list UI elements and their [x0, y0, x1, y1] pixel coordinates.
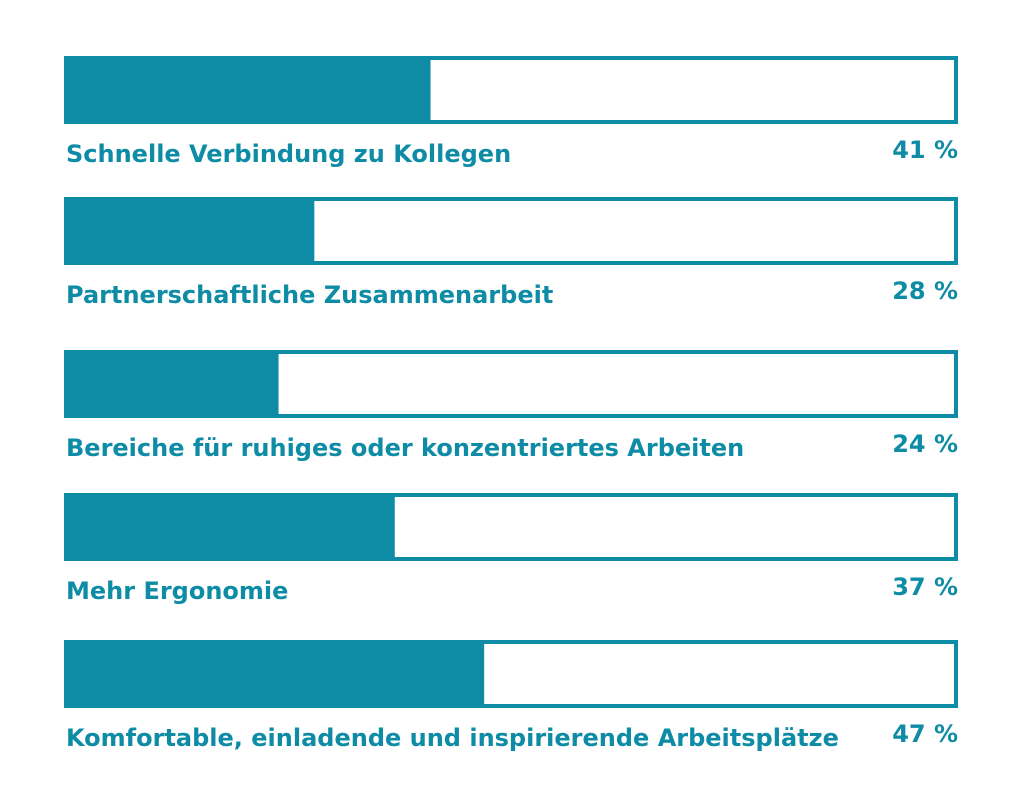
bar-label: Partnerschaftliche Zusammenarbeit [66, 281, 553, 309]
value-label: 28 % [892, 277, 958, 305]
bar-label: Schnelle Verbindung zu Kollegen [66, 140, 511, 168]
value-label: 41 % [892, 136, 958, 164]
value-label: 47 % [892, 720, 958, 748]
bar [64, 56, 431, 124]
bar-group: Mehr Ergonomie 37 % [64, 493, 958, 605]
bar [64, 197, 315, 265]
bar-group: Partnerschaftliche Zusammenarbeit 28 % [64, 197, 958, 309]
value-label: 24 % [892, 430, 958, 458]
bar-label: Komfortable, einladende und inspirierend… [66, 724, 839, 752]
value-label: 37 % [892, 573, 958, 601]
bar [64, 350, 279, 418]
bar-group: Komfortable, einladende und inspirierend… [64, 640, 958, 752]
bar-group: Bereiche für ruhiges oder konzentriertes… [64, 350, 958, 462]
bar-label: Mehr Ergonomie [66, 577, 288, 605]
bar [64, 640, 485, 708]
bar-group: Schnelle Verbindung zu Kollegen 41 % [64, 56, 958, 168]
bar-label: Bereiche für ruhiges oder konzentriertes… [66, 434, 744, 462]
bar [64, 493, 395, 561]
